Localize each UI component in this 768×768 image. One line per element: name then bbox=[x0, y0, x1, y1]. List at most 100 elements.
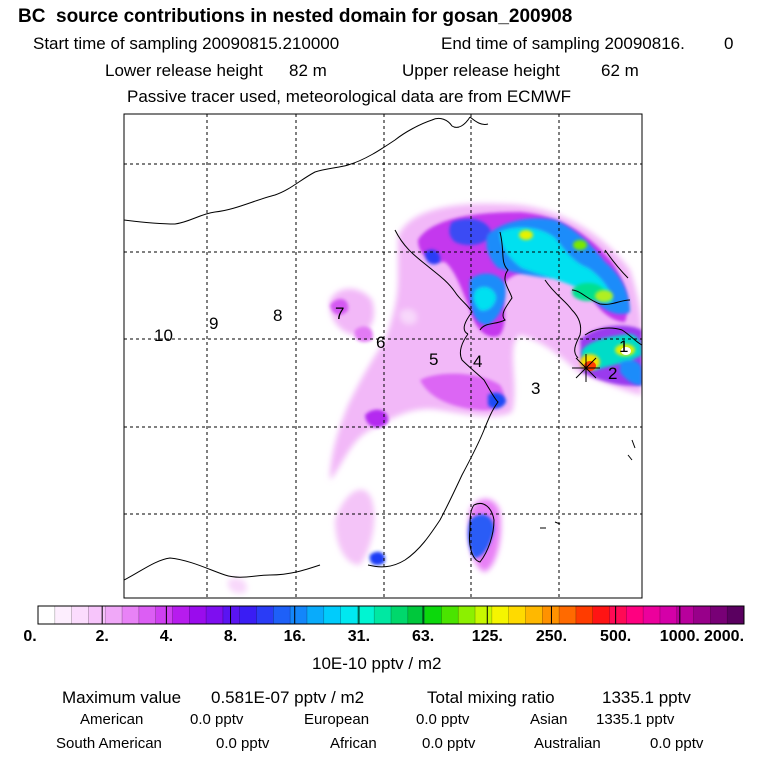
region-label-3: 3 bbox=[531, 379, 540, 398]
end-time-value: 0 bbox=[724, 34, 734, 53]
total-mixing-label: Total mixing ratio bbox=[427, 688, 555, 707]
colorbar-cell bbox=[693, 606, 711, 624]
colorbar-cell bbox=[122, 606, 140, 624]
region-label-7: 7 bbox=[335, 304, 344, 323]
colorbar-cell bbox=[575, 606, 594, 624]
colorbar-tick-label: 0. bbox=[23, 628, 37, 645]
colorbar-tick-label: 1000. bbox=[659, 628, 700, 645]
region-label-10: 10 bbox=[154, 326, 173, 345]
colorbar-cell bbox=[525, 606, 543, 624]
colorbar-cell bbox=[273, 606, 291, 624]
colorbar-tick-label: 2000. bbox=[703, 628, 745, 645]
colorbar-cell bbox=[206, 606, 224, 624]
colorbar-cell bbox=[592, 606, 610, 624]
colorbar-cell bbox=[727, 606, 745, 624]
colorbar-cell bbox=[38, 606, 56, 624]
colorbar-cell bbox=[105, 606, 123, 624]
gridlines bbox=[124, 114, 642, 598]
region-label-4: 4 bbox=[473, 352, 482, 371]
colorbar-cell bbox=[323, 606, 341, 624]
lower-release-value: 82 m bbox=[289, 61, 327, 80]
total-mixing-value: 1335.1 pptv bbox=[602, 688, 691, 707]
colorbar-cell bbox=[138, 606, 157, 624]
region-name-american: American bbox=[80, 711, 144, 728]
colorbar-cell bbox=[508, 606, 526, 624]
start-time-label: Start time of sampling 20090815.210000 bbox=[33, 34, 340, 53]
colorbar-tick-label: 2. bbox=[95, 628, 109, 645]
lower-release-label: Lower release height bbox=[105, 61, 263, 80]
colorbar-cell bbox=[626, 606, 644, 624]
colorbar-cell bbox=[290, 606, 308, 624]
region-value-south-american: 0.0 pptv bbox=[216, 735, 270, 752]
upper-release-label: Upper release height bbox=[402, 61, 560, 80]
colorbar-cell bbox=[609, 606, 627, 624]
colorbar-cell bbox=[239, 606, 257, 624]
region-label-6: 6 bbox=[376, 333, 385, 352]
colorbar-cell bbox=[189, 606, 207, 624]
colorbar-cell bbox=[306, 606, 325, 624]
region-value-asian: 1335.1 pptv bbox=[596, 711, 675, 728]
colorbar-cell bbox=[643, 606, 661, 624]
colorbar-cell bbox=[155, 606, 173, 624]
colorbar-cell bbox=[710, 606, 728, 624]
tracer-note: Passive tracer used, meteorological data… bbox=[127, 87, 572, 106]
region-name-asian: Asian bbox=[530, 711, 568, 728]
coastlines bbox=[124, 116, 642, 581]
region-value-african: 0.0 pptv bbox=[422, 735, 476, 752]
concentration-field bbox=[227, 203, 642, 594]
end-time-label: End time of sampling 20090816. bbox=[441, 34, 685, 53]
colorbar-cell bbox=[172, 606, 190, 624]
colorbar-tick-label: 8. bbox=[223, 628, 238, 645]
region-value-american: 0.0 pptv bbox=[190, 711, 244, 728]
colorbar-cell bbox=[407, 606, 426, 624]
colorbar-cell bbox=[357, 606, 375, 624]
colorbar-cell bbox=[458, 606, 476, 624]
upper-release-value: 62 m bbox=[601, 61, 639, 80]
colorbar-tick-label: 125. bbox=[471, 628, 503, 645]
colorbar-tick-label: 63. bbox=[411, 628, 435, 645]
colorbar-cell bbox=[88, 606, 106, 624]
region-value-australian: 0.0 pptv bbox=[650, 735, 704, 752]
colorbar-cell bbox=[676, 606, 694, 624]
colorbar-cell bbox=[491, 606, 510, 624]
region-label-9: 9 bbox=[209, 314, 218, 333]
colorbar-tick-label: 4. bbox=[159, 628, 174, 645]
colorbar-cell bbox=[222, 606, 241, 624]
map-frame bbox=[123, 113, 643, 599]
colorbar-tick-label: 16. bbox=[283, 628, 306, 645]
max-value-label: Maximum value bbox=[62, 688, 182, 707]
region-name-south-american: South American bbox=[56, 735, 162, 752]
plot-title: BC source contributions in nested domain… bbox=[18, 6, 573, 27]
colorbar-tick-label: 250. bbox=[535, 628, 568, 645]
colorbar bbox=[37, 605, 745, 625]
colorbar-cell bbox=[424, 606, 442, 624]
colorbar-cell bbox=[391, 606, 409, 624]
region-value-european: 0.0 pptv bbox=[416, 711, 470, 728]
colorbar-cell bbox=[559, 606, 577, 624]
region-label-1: 1 bbox=[619, 337, 628, 356]
colorbar-cell bbox=[71, 606, 89, 624]
colorbar-cell bbox=[542, 606, 560, 624]
region-name-african: African bbox=[330, 735, 377, 752]
region-label-8: 8 bbox=[273, 306, 282, 325]
colorbar-unit: 10E-10 pptv / m2 bbox=[312, 654, 442, 673]
colorbar-tick-label: 31. bbox=[347, 628, 371, 645]
colorbar-cell bbox=[340, 606, 358, 624]
region-name-australian: Australian bbox=[534, 735, 601, 752]
colorbar-cell bbox=[374, 606, 392, 624]
max-value: 0.581E-07 pptv / m2 bbox=[211, 688, 365, 707]
region-name-european: European bbox=[304, 711, 370, 728]
colorbar-cell bbox=[441, 606, 459, 624]
colorbar-cell bbox=[54, 606, 73, 624]
colorbar-cell bbox=[659, 606, 678, 624]
colorbar-tick-label: 500. bbox=[600, 628, 632, 645]
region-labels: 1 2 3 4 5 6 7 8 9 10 bbox=[154, 304, 628, 398]
star-marker bbox=[572, 354, 600, 382]
colorbar-frame bbox=[37, 605, 745, 625]
colorbar-cell bbox=[256, 606, 274, 624]
plume-hotspots bbox=[519, 230, 635, 371]
region-label-5: 5 bbox=[429, 350, 438, 369]
region-label-2: 2 bbox=[608, 364, 617, 383]
colorbar-cell bbox=[475, 606, 493, 624]
